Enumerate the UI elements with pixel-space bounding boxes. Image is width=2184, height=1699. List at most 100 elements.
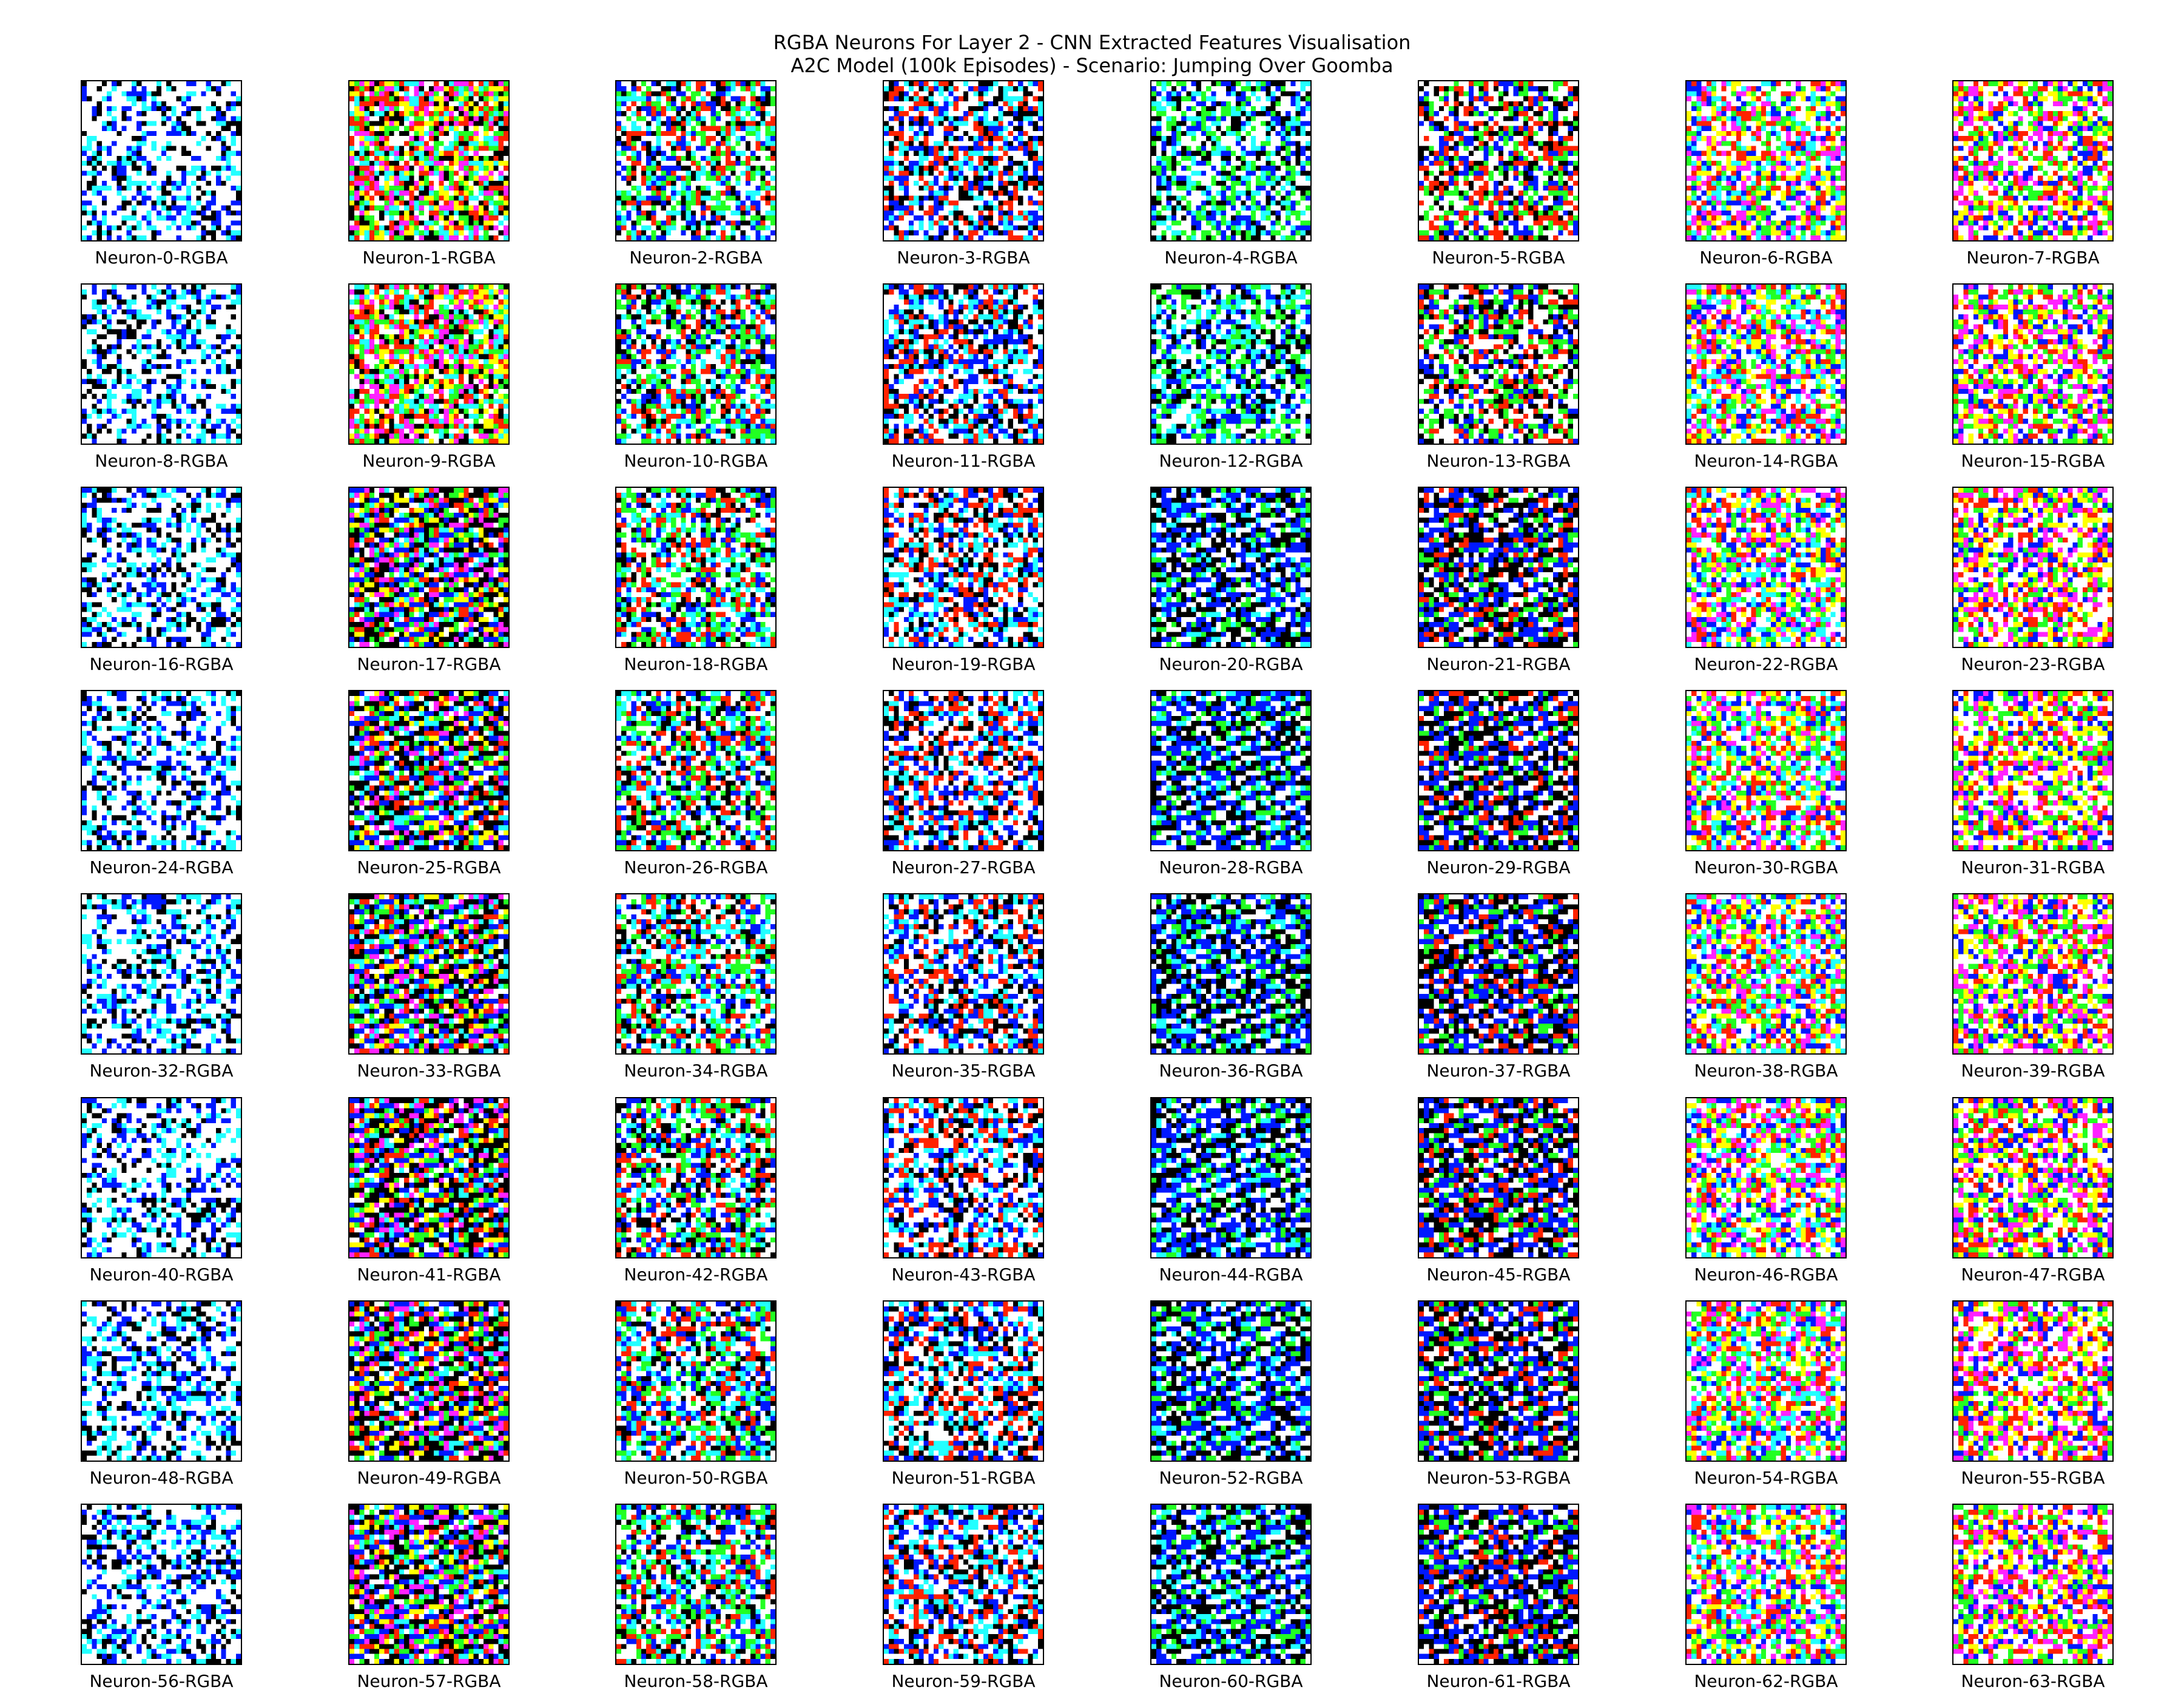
neuron-feature-image	[615, 80, 777, 242]
neuron-panel-label: Neuron-7-RGBA	[1916, 248, 2150, 268]
figure-title-line-1: RGBA Neurons For Layer 2 - CNN Extracted…	[0, 30, 2184, 55]
neuron-panel-label: Neuron-58-RGBA	[579, 1671, 813, 1691]
neuron-panel-label: Neuron-9-RGBA	[312, 451, 546, 471]
neuron-feature-image	[1952, 487, 2114, 648]
neuron-feature-image	[883, 487, 1044, 648]
neuron-feature-image	[1418, 80, 1579, 242]
neuron-feature-image	[883, 690, 1044, 851]
neuron-panel-label: Neuron-34-RGBA	[579, 1061, 813, 1081]
neuron-panel-label: Neuron-42-RGBA	[579, 1265, 813, 1285]
neuron-feature-image	[1952, 1097, 2114, 1258]
neuron-panel-label: Neuron-53-RGBA	[1381, 1468, 1616, 1488]
neuron-feature-image	[1952, 80, 2114, 242]
neuron-feature-image	[1685, 1300, 1847, 1462]
neuron-panel-label: Neuron-44-RGBA	[1114, 1265, 1348, 1285]
neuron-feature-image	[81, 80, 242, 242]
neuron-panel-label: Neuron-36-RGBA	[1114, 1061, 1348, 1081]
neuron-panel-label: Neuron-3-RGBA	[846, 248, 1080, 268]
neuron-feature-image	[883, 80, 1044, 242]
neuron-feature-image	[1952, 690, 2114, 851]
neuron-panel-label: Neuron-62-RGBA	[1649, 1671, 1883, 1691]
neuron-panel-label: Neuron-14-RGBA	[1649, 451, 1883, 471]
neuron-feature-image	[615, 690, 777, 851]
neuron-feature-image	[1150, 690, 1312, 851]
neuron-feature-image	[615, 1504, 777, 1665]
neuron-feature-image	[1418, 487, 1579, 648]
neuron-panel-label: Neuron-31-RGBA	[1916, 857, 2150, 877]
neuron-feature-image	[615, 487, 777, 648]
neuron-panel-label: Neuron-11-RGBA	[846, 451, 1080, 471]
neuron-feature-image	[1418, 893, 1579, 1055]
neuron-feature-image	[348, 1097, 510, 1258]
neuron-panel-label: Neuron-18-RGBA	[579, 654, 813, 674]
neuron-feature-image	[81, 1504, 242, 1665]
neuron-feature-image	[883, 1097, 1044, 1258]
neuron-feature-image	[883, 893, 1044, 1055]
neuron-panel-label: Neuron-55-RGBA	[1916, 1468, 2150, 1488]
neuron-feature-image	[1685, 80, 1847, 242]
neuron-panel-label: Neuron-13-RGBA	[1381, 451, 1616, 471]
neuron-panel-label: Neuron-6-RGBA	[1649, 248, 1883, 268]
neuron-feature-image	[81, 893, 242, 1055]
neuron-feature-image	[1952, 1504, 2114, 1665]
neuron-panel-label: Neuron-29-RGBA	[1381, 857, 1616, 877]
neuron-panel-label: Neuron-60-RGBA	[1114, 1671, 1348, 1691]
neuron-feature-image	[1150, 283, 1312, 445]
neuron-panel-label: Neuron-32-RGBA	[44, 1061, 278, 1081]
neuron-feature-image	[1685, 690, 1847, 851]
neuron-feature-image	[81, 1300, 242, 1462]
neuron-feature-image	[348, 1300, 510, 1462]
neuron-feature-image	[348, 1504, 510, 1665]
neuron-panel-label: Neuron-48-RGBA	[44, 1468, 278, 1488]
neuron-feature-image	[1418, 1504, 1579, 1665]
neuron-panel-label: Neuron-52-RGBA	[1114, 1468, 1348, 1488]
neuron-panel-label: Neuron-45-RGBA	[1381, 1265, 1616, 1285]
neuron-panel-label: Neuron-25-RGBA	[312, 857, 546, 877]
neuron-feature-image	[81, 690, 242, 851]
neuron-panel-label: Neuron-24-RGBA	[44, 857, 278, 877]
neuron-feature-image	[615, 283, 777, 445]
neuron-panel-label: Neuron-17-RGBA	[312, 654, 546, 674]
neuron-panel-label: Neuron-28-RGBA	[1114, 857, 1348, 877]
neuron-panel-label: Neuron-26-RGBA	[579, 857, 813, 877]
neuron-feature-image	[615, 1097, 777, 1258]
neuron-feature-image	[1150, 1504, 1312, 1665]
neuron-feature-image	[1418, 1300, 1579, 1462]
neuron-panel-label: Neuron-10-RGBA	[579, 451, 813, 471]
neuron-feature-image	[1150, 487, 1312, 648]
neuron-feature-image	[1685, 1504, 1847, 1665]
neuron-feature-image	[615, 1300, 777, 1462]
neuron-panel-label: Neuron-21-RGBA	[1381, 654, 1616, 674]
neuron-panel-label: Neuron-20-RGBA	[1114, 654, 1348, 674]
neuron-feature-image	[1685, 1097, 1847, 1258]
neuron-panel-label: Neuron-47-RGBA	[1916, 1265, 2150, 1285]
neuron-panel-label: Neuron-57-RGBA	[312, 1671, 546, 1691]
neuron-feature-image	[883, 283, 1044, 445]
neuron-panel-label: Neuron-15-RGBA	[1916, 451, 2150, 471]
neuron-panel-label: Neuron-41-RGBA	[312, 1265, 546, 1285]
neuron-panel-label: Neuron-40-RGBA	[44, 1265, 278, 1285]
neuron-feature-image	[1150, 1097, 1312, 1258]
neuron-panel-label: Neuron-4-RGBA	[1114, 248, 1348, 268]
neuron-feature-image	[81, 487, 242, 648]
neuron-feature-image	[1685, 893, 1847, 1055]
neuron-panel-label: Neuron-12-RGBA	[1114, 451, 1348, 471]
neuron-panel-label: Neuron-38-RGBA	[1649, 1061, 1883, 1081]
neuron-panel-label: Neuron-30-RGBA	[1649, 857, 1883, 877]
neuron-panel-label: Neuron-56-RGBA	[44, 1671, 278, 1691]
neuron-feature-image	[1685, 283, 1847, 445]
neuron-panel-label: Neuron-43-RGBA	[846, 1265, 1080, 1285]
neuron-feature-image	[615, 893, 777, 1055]
neuron-feature-image	[348, 80, 510, 242]
neuron-panel-label: Neuron-50-RGBA	[579, 1468, 813, 1488]
neuron-feature-image	[1418, 690, 1579, 851]
neuron-panel-label: Neuron-1-RGBA	[312, 248, 546, 268]
neuron-panel-label: Neuron-35-RGBA	[846, 1061, 1080, 1081]
neuron-feature-image	[348, 487, 510, 648]
neuron-panel-label: Neuron-27-RGBA	[846, 857, 1080, 877]
neuron-panel-label: Neuron-37-RGBA	[1381, 1061, 1616, 1081]
neuron-panel-label: Neuron-49-RGBA	[312, 1468, 546, 1488]
neuron-panel-label: Neuron-61-RGBA	[1381, 1671, 1616, 1691]
neuron-feature-image	[1952, 1300, 2114, 1462]
